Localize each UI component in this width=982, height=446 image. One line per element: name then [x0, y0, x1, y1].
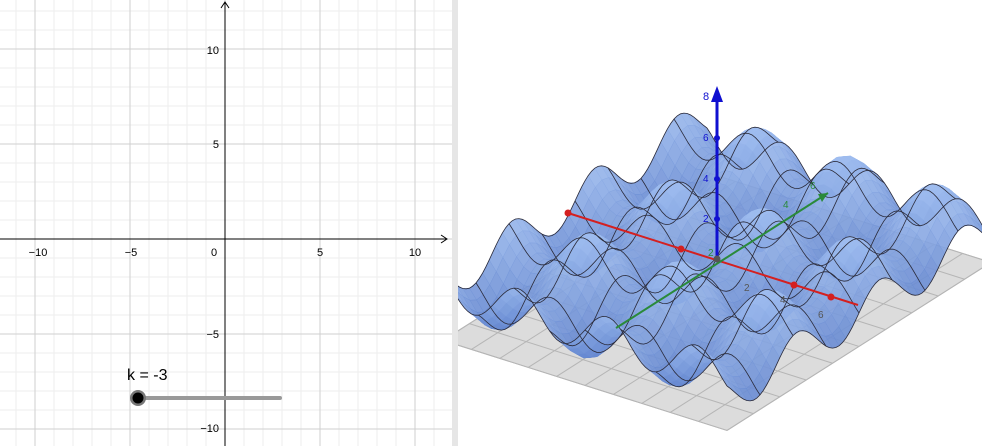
- origin-label: 0: [211, 247, 217, 259]
- slider-label: k = -3: [127, 367, 168, 384]
- x-axis-arrow: [440, 234, 448, 244]
- y-tick-label-3d: 4: [783, 200, 789, 211]
- z-tick-label: 4: [703, 174, 709, 185]
- x-axis-point: [677, 245, 685, 253]
- y-axis-arrow: [220, 1, 230, 9]
- x-axis-point: [827, 293, 835, 301]
- z-tick-label: 8: [703, 91, 709, 103]
- y-tick-label: 10: [207, 45, 219, 57]
- surface-mesh-line: [607, 167, 893, 281]
- z-axis-arrow-3d: [711, 86, 723, 102]
- y-tick-label: −10: [200, 423, 219, 435]
- y-tick-label: 5: [213, 139, 219, 151]
- x-tick-label: 10: [409, 247, 421, 259]
- z-axis-point: [714, 176, 720, 182]
- slider-knob-core: [132, 392, 144, 404]
- x-tick-label: 5: [317, 247, 323, 259]
- x-tick-label-3d: 2: [744, 283, 750, 294]
- sine-surface: [458, 112, 982, 402]
- z-tick-label: 2: [703, 214, 709, 225]
- floor-grid-line: [726, 267, 982, 431]
- graphics-view-3d[interactable]: 8 6 4 2 6 4 2 6 4 2: [458, 0, 982, 446]
- x-tick-label-3d: 4: [780, 295, 786, 306]
- x-tick-label-3d: 6: [818, 310, 824, 321]
- y-axis-3d: [615, 192, 829, 329]
- surface-mesh-line: [706, 127, 982, 227]
- major-grid: [0, 0, 452, 446]
- surface-mesh-line: [640, 178, 926, 291]
- y-axis-arrow-3d: [818, 193, 828, 202]
- y-tick-label-3d: 2: [708, 248, 714, 259]
- z-tick-label: 6: [703, 133, 709, 144]
- surface-mesh-line: [655, 210, 921, 388]
- x-tick-label: −10: [29, 247, 48, 259]
- 3d-scene: 8 6 4 2 6 4 2 6 4 2: [458, 86, 982, 431]
- x-tick-label: −5: [125, 247, 138, 259]
- minor-grid: [0, 0, 452, 446]
- x-axis-point: [790, 281, 798, 289]
- graphics-view-2d[interactable]: −10 −5 0 5 10 10 5 −5 −10 k = -3: [0, 0, 452, 446]
- z-axis-point: [714, 135, 720, 141]
- x-axis-point: [564, 209, 572, 217]
- y-tick-label-3d: 6: [810, 181, 816, 192]
- surface-mesh-line: [726, 224, 982, 402]
- cartesian-plane: −10 −5 0 5 10 10 5 −5 −10: [0, 0, 452, 446]
- axes-3d: 8 6 4 2 6 4 2 6 4 2: [564, 86, 859, 329]
- x-axis-3d: [567, 212, 859, 306]
- z-axis-point: [714, 216, 720, 222]
- surface-mesh-line: [691, 183, 956, 361]
- view-divider[interactable]: [452, 0, 458, 446]
- y-tick-label: −5: [206, 329, 219, 341]
- origin-point-3d: [713, 255, 721, 263]
